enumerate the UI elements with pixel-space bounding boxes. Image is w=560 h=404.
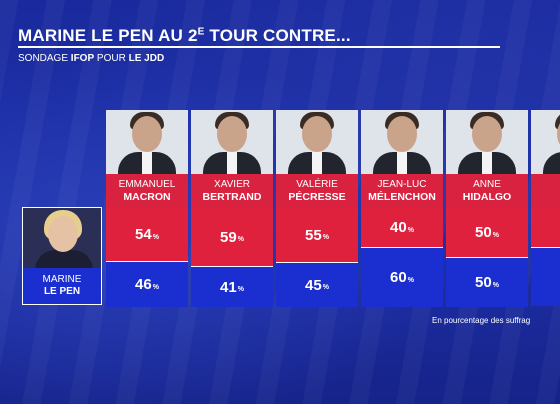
le-pen-bar: 5%: [531, 247, 560, 306]
percent-sign: %: [407, 226, 414, 234]
le-pen-value: 45: [305, 276, 322, 294]
percent-sign: %: [152, 283, 159, 291]
candidate-first-name: ANNE: [473, 179, 501, 190]
le-pen-photo: [23, 208, 101, 268]
le-pen-value: 50: [475, 274, 492, 291]
le-pen-last-name: LE PEN: [43, 286, 81, 297]
chart-subtitle: SONDAGE IFOP POUR LE JDD: [18, 53, 165, 64]
candidate-photo: [106, 110, 188, 174]
candidate-first-name: YA: [531, 179, 560, 191]
candidate-last-name: JA: [531, 191, 560, 203]
le-pen-card: MARINE LE PEN: [22, 207, 102, 305]
le-pen-value: 41: [220, 278, 237, 296]
candidate-name: ANNE HIDALGO: [446, 174, 528, 208]
candidate-last-name: PÉCRESSE: [288, 191, 346, 203]
candidate-first-name: JEAN-LUC: [377, 179, 427, 190]
percent-sign: %: [492, 281, 499, 289]
le-pen-bar: 45%: [276, 262, 358, 307]
candidate-first-name: EMMANUEL: [118, 179, 176, 190]
candidate-photo: [361, 110, 443, 174]
percent-sign: %: [322, 234, 329, 241]
candidate-photo: [531, 110, 560, 174]
candidate-first-name: VALÉRIE: [296, 179, 338, 190]
le-pen-value: 46: [135, 276, 152, 293]
le-pen-name: MARINE LE PEN: [23, 268, 101, 304]
candidate-last-name: MÉLENCHON: [368, 191, 436, 203]
candidate-last-name: MACRON: [123, 191, 171, 203]
le-pen-first-name: MARINE: [42, 274, 82, 285]
opponent-value: 55: [305, 226, 322, 244]
candidate-name: EMMANUEL MACRON: [106, 174, 188, 208]
opponent-value: 50: [475, 224, 492, 241]
candidate-name: XAVIER BERTRAND: [191, 174, 273, 208]
opponent-value: 54: [135, 226, 152, 243]
candidate-column: YAJA4%5%: [531, 110, 560, 306]
candidate-name: VALÉRIE PÉCRESSE: [276, 174, 358, 208]
opponent-bar: 4%: [531, 208, 560, 247]
le-pen-value: 60: [390, 269, 407, 286]
le-pen-bar: 60%: [361, 247, 443, 307]
percent-sign: %: [492, 231, 499, 239]
title-underline: [18, 46, 500, 48]
opponent-bar: 50%: [446, 208, 528, 257]
chart-title: MARINE LE PEN AU 2E TOUR CONTRE...: [18, 26, 351, 45]
le-pen-bar: 50%: [446, 257, 528, 307]
percent-sign: %: [237, 286, 244, 293]
candidate-photo: [191, 110, 273, 174]
opponent-bar: 40%: [361, 208, 443, 247]
candidate-photo: [276, 110, 358, 174]
candidate-last-name: HIDALGO: [462, 191, 512, 203]
percent-sign: %: [237, 236, 244, 243]
percent-sign: %: [407, 276, 414, 284]
percent-sign: %: [322, 284, 329, 291]
candidate-last-name: BERTRAND: [202, 191, 262, 203]
candidate-name: YAJA: [531, 174, 560, 208]
candidate-first-name: XAVIER: [214, 179, 250, 190]
opponent-value: 59: [220, 228, 237, 246]
opponent-value: 40: [390, 219, 407, 236]
opponent-bar: 59%: [191, 208, 273, 266]
le-pen-bar: 46%: [106, 261, 188, 307]
le-pen-bar: 41%: [191, 266, 273, 307]
opponent-bar: 55%: [276, 208, 358, 262]
footnote: En pourcentage des suffrag: [432, 316, 531, 325]
candidate-name: JEAN-LUC MÉLENCHON: [361, 174, 443, 208]
opponent-bar: 54%: [106, 208, 188, 261]
candidate-photo: [446, 110, 528, 174]
percent-sign: %: [152, 233, 159, 241]
